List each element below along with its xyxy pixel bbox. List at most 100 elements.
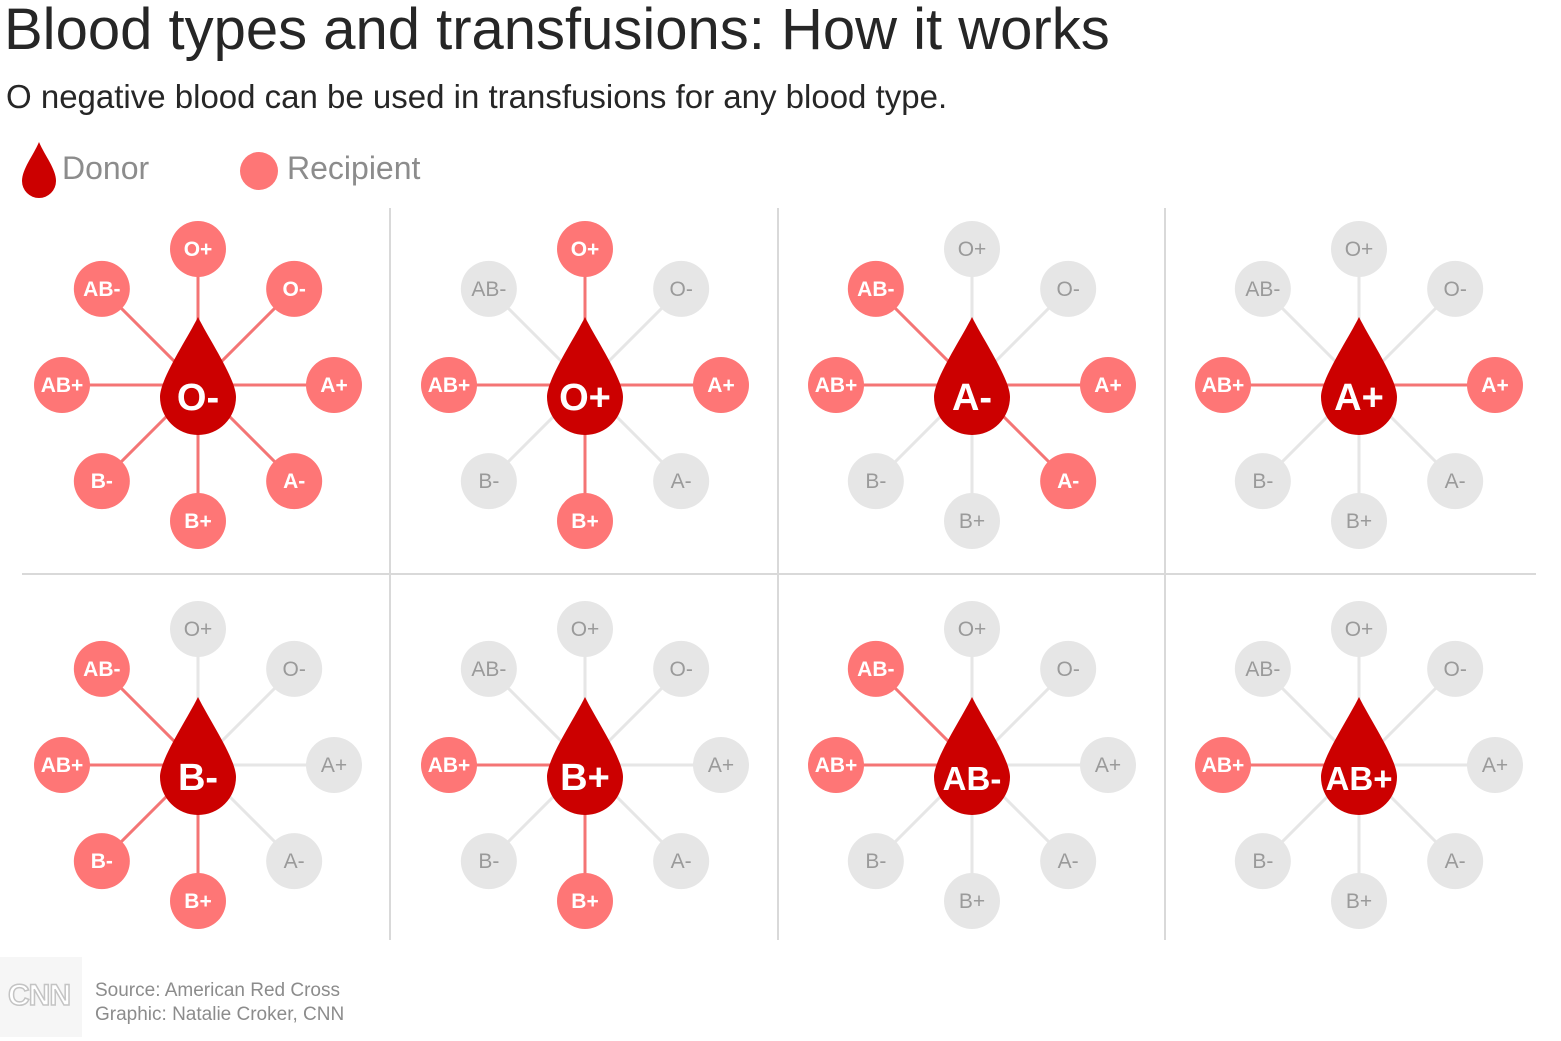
recipient-circle-a-negative xyxy=(1427,453,1484,510)
donor-drop-icon xyxy=(547,697,623,815)
recipient-label: AB+ xyxy=(428,374,471,397)
recipient-circle-o-positive xyxy=(170,601,226,657)
donor-panel-a-negative: O+ O- A+ A- B+ B- AB+ AB- A- xyxy=(808,221,1136,549)
recipient-label: AB- xyxy=(857,278,894,301)
recipient-circle-b-positive xyxy=(557,873,613,929)
recipient-label: AB+ xyxy=(815,754,858,777)
donor-drop-icon xyxy=(547,317,623,435)
recipient-label: A- xyxy=(283,470,305,493)
recipient-label: B- xyxy=(865,470,886,493)
recipient-circle-ab-negative xyxy=(1234,260,1291,317)
recipient-label: B- xyxy=(1252,470,1273,493)
legend: Donor Recipient xyxy=(22,142,482,198)
recipient-circle-o-positive xyxy=(557,601,613,657)
recipient-circle-a-positive xyxy=(1467,737,1523,793)
recipient-circle-ab-negative xyxy=(1234,640,1291,697)
donor-drop-icon xyxy=(160,697,236,815)
recipient-circle-b-negative xyxy=(847,833,904,890)
recipient-circle-a-negative xyxy=(653,453,710,510)
recipient-circle-a-positive xyxy=(693,357,749,413)
recipient-label: O+ xyxy=(184,618,213,641)
legend-recipient-label: Recipient xyxy=(287,150,421,186)
recipient-label: B- xyxy=(1252,850,1273,873)
donor-label: B- xyxy=(178,757,218,799)
legend-donor-label: Donor xyxy=(62,150,150,186)
recipient-circle-o-positive xyxy=(944,601,1000,657)
recipient-label: A+ xyxy=(708,754,734,777)
recipient-circle-b-positive xyxy=(170,873,226,929)
recipient-label: B- xyxy=(91,470,113,493)
donor-drop-icon xyxy=(1321,317,1397,435)
recipient-label: A- xyxy=(671,470,692,493)
recipient-circle-a-negative xyxy=(653,833,710,890)
recipient-circle-o-negative xyxy=(1427,260,1484,317)
recipient-circle-o-negative xyxy=(653,260,710,317)
recipient-circle-ab-positive xyxy=(808,357,864,413)
recipient-circle-ab-positive xyxy=(421,737,477,793)
recipient-label: O- xyxy=(283,658,306,681)
recipient-label: O- xyxy=(1444,658,1467,681)
recipient-circle-a-positive xyxy=(306,737,362,793)
recipient-circle-b-positive xyxy=(1331,493,1387,549)
donor-drop-icon xyxy=(160,317,236,435)
page-subtitle: O negative blood can be used in transfus… xyxy=(6,78,948,115)
recipient-circle-a-positive xyxy=(693,737,749,793)
recipient-circle-o-positive xyxy=(944,221,1000,277)
recipient-circle-b-negative xyxy=(1234,453,1291,510)
recipient-label: AB+ xyxy=(1202,374,1245,397)
recipient-label: AB- xyxy=(1245,278,1280,301)
recipient-circle-o-negative xyxy=(1040,640,1097,697)
recipient-label: O- xyxy=(283,278,306,301)
recipient-label: B+ xyxy=(571,890,598,913)
recipient-circle-a-negative xyxy=(1040,453,1097,510)
recipient-label: A- xyxy=(1057,470,1079,493)
recipient-label: B+ xyxy=(571,510,598,533)
recipient-circle-b-negative xyxy=(73,453,130,510)
recipient-label: B- xyxy=(478,850,499,873)
recipient-label: AB- xyxy=(857,658,894,681)
recipient-circle-a-negative xyxy=(1427,833,1484,890)
blood-drop-icon xyxy=(22,142,56,198)
recipient-circle-ab-negative xyxy=(73,640,130,697)
recipient-label: O- xyxy=(670,278,693,301)
donor-drop-icon xyxy=(1321,697,1397,815)
recipient-label: B+ xyxy=(959,890,985,913)
recipient-label: AB+ xyxy=(428,754,471,777)
cnn-logo-text: CNN xyxy=(7,978,72,1013)
graphic-credit: Graphic: Natalie Croker, CNN xyxy=(95,1004,345,1025)
recipient-circle-b-positive xyxy=(557,493,613,549)
recipient-label: B+ xyxy=(959,510,985,533)
donor-label: O- xyxy=(177,377,219,419)
recipient-label: O- xyxy=(1057,278,1080,301)
donor-label: A- xyxy=(952,377,992,419)
recipient-circle-a-positive xyxy=(1080,737,1136,793)
recipient-circle-b-negative xyxy=(1234,833,1291,890)
recipient-label: O- xyxy=(1444,278,1467,301)
recipient-circle-b-positive xyxy=(944,873,1000,929)
donor-label: A+ xyxy=(1334,377,1384,419)
recipient-circle-ab-negative xyxy=(73,260,130,317)
source-note: Source: American Red Cross xyxy=(95,980,340,1001)
recipient-label: AB+ xyxy=(1202,754,1245,777)
recipient-label: O+ xyxy=(958,238,987,261)
recipient-label: AB+ xyxy=(815,374,858,397)
recipient-label: A+ xyxy=(1481,374,1508,397)
recipient-label: B+ xyxy=(1346,510,1372,533)
recipient-circle-a-negative xyxy=(266,833,323,890)
recipient-circle-b-positive xyxy=(1331,873,1387,929)
donor-panel-a-positive: O+ O- A+ A- B+ B- AB+ AB- A+ xyxy=(1195,221,1523,549)
recipient-label: A- xyxy=(1058,850,1079,873)
recipient-label: B+ xyxy=(1346,890,1372,913)
recipient-circle-b-positive xyxy=(170,493,226,549)
recipient-label: B+ xyxy=(184,510,211,533)
donor-panel-ab-negative: O+ O- A+ A- B+ B- AB+ AB- AB- xyxy=(808,601,1136,929)
recipient-circle-o-positive xyxy=(1331,601,1387,657)
recipient-label: AB+ xyxy=(41,754,84,777)
recipient-label: AB- xyxy=(83,278,120,301)
recipient-label: A+ xyxy=(707,374,734,397)
recipient-circle-ab-negative xyxy=(847,640,904,697)
donor-panel-ab-positive: O+ O- A+ A- B+ B- AB+ AB- AB+ xyxy=(1195,601,1523,929)
recipient-circle-a-negative xyxy=(1040,833,1097,890)
recipient-label: A- xyxy=(1445,470,1466,493)
recipient-circle-ab-positive xyxy=(34,737,90,793)
